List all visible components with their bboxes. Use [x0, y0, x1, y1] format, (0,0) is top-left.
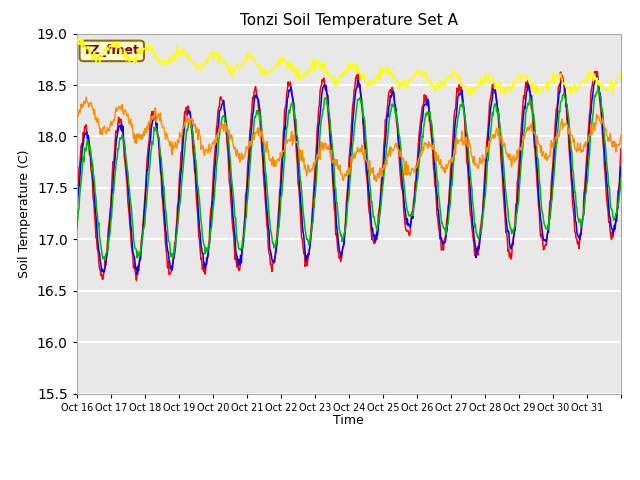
Text: TZ_fmet: TZ_fmet [83, 44, 140, 58]
Title: Tonzi Soil Temperature Set A: Tonzi Soil Temperature Set A [240, 13, 458, 28]
X-axis label: Time: Time [333, 414, 364, 427]
Y-axis label: Soil Temperature (C): Soil Temperature (C) [19, 149, 31, 278]
